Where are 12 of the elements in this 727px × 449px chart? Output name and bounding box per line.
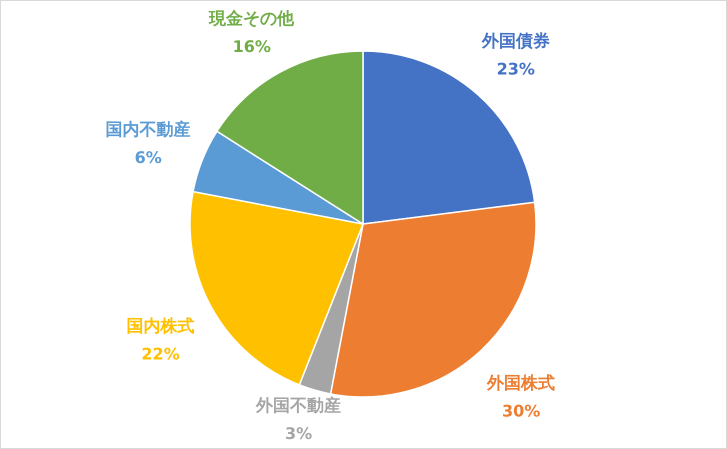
data-label: 30% <box>502 401 540 420</box>
slice-label: 現金その他 <box>208 9 296 29</box>
slice-label: 外国株式 <box>486 373 556 394</box>
slice-label: 国内株式 <box>126 316 195 336</box>
data-label: 23% <box>496 60 535 79</box>
data-label: 6% <box>134 148 162 167</box>
slice-label: 外国債券 <box>480 32 550 52</box>
data-label: 3% <box>284 424 312 443</box>
slice-label: 外国不動産 <box>255 396 342 416</box>
data-label: 22% <box>141 344 180 364</box>
slice-label: 国内不動産 <box>106 120 191 140</box>
data-label: 16% <box>232 37 271 56</box>
